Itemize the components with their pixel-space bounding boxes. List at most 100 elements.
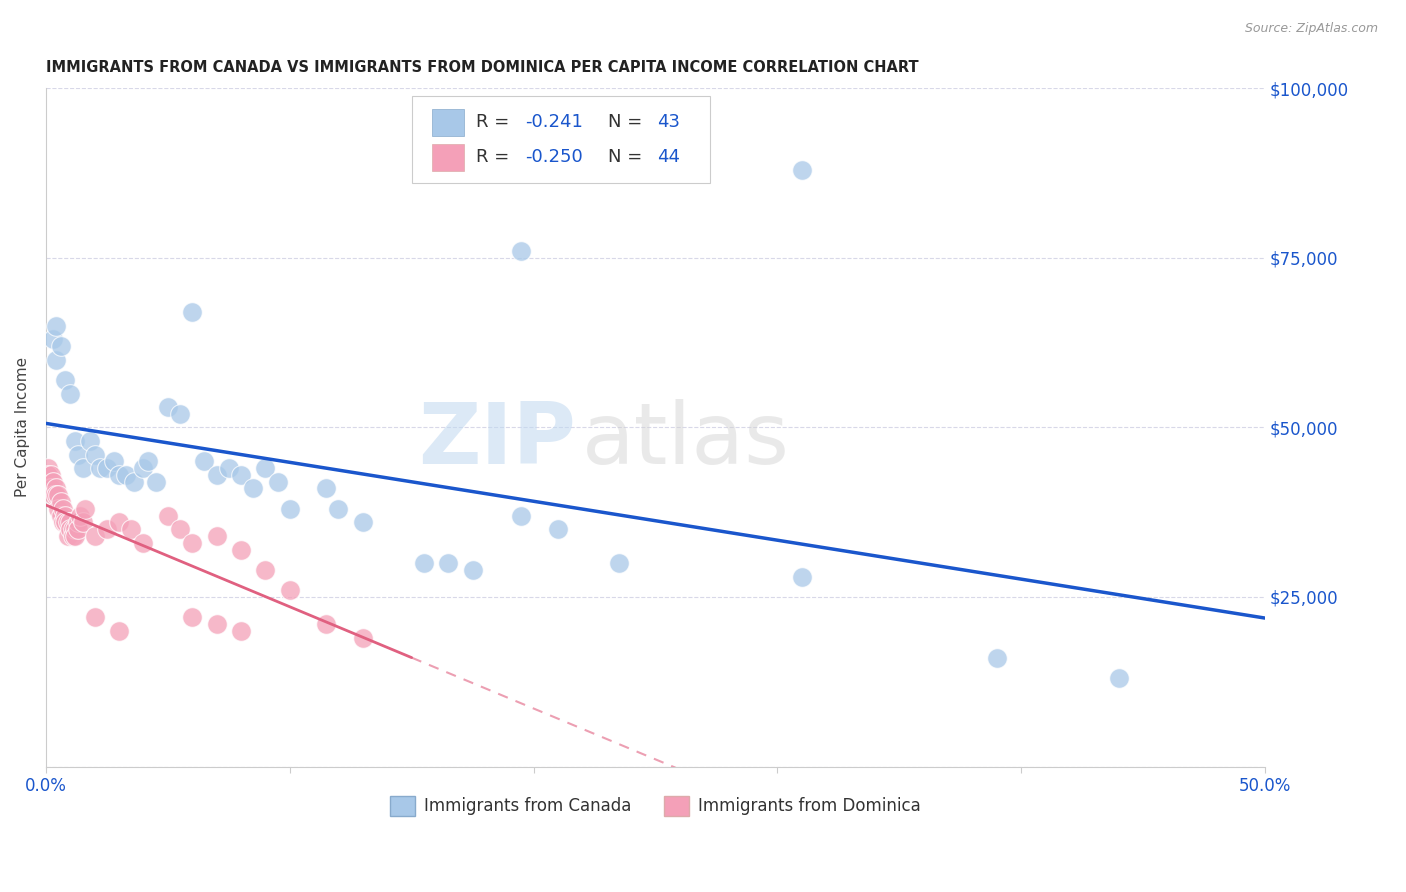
Point [156,400,179,414]
Point [145,475,167,489]
Point [55,373,77,387]
Point [49,339,72,353]
Point [205,467,228,482]
Point [52,501,75,516]
Point [181,535,204,549]
Text: 44: 44 [657,148,679,167]
Point [66,448,89,462]
Bar [433,144,464,171]
FancyBboxPatch shape [412,96,710,183]
Point [108,624,131,638]
Point [49,508,72,523]
Text: Source: ZipAtlas.com: Source: ZipAtlas.com [1244,22,1378,36]
Text: atlas: atlas [582,400,790,483]
Text: R =: R = [477,148,515,167]
Point [39,467,62,482]
Point [72,516,94,530]
Point [42,488,65,502]
Point [132,535,155,549]
Point [352,631,374,645]
Point [352,516,374,530]
Point [45,318,67,333]
Point [59,386,82,401]
Text: R =: R = [477,113,515,131]
Text: 43: 43 [657,113,679,131]
Point [96,522,118,536]
Point [46,501,69,516]
Point [45,488,67,502]
Point [266,475,288,489]
Point [72,461,94,475]
Point [138,454,160,468]
Point [56,516,79,530]
Point [73,501,96,516]
Point [83,529,105,543]
Point [55,516,77,530]
Point [242,482,264,496]
Point [52,516,75,530]
Point [120,522,142,536]
Point [65,522,87,536]
Point [115,467,138,482]
Point [181,305,204,319]
Point [986,651,1008,665]
Point [69,508,91,523]
Point [607,556,630,570]
Text: ZIP: ZIP [419,400,576,483]
Point [83,610,105,624]
Point [108,516,131,530]
Point [218,461,240,475]
Bar [433,109,464,136]
Point [122,475,145,489]
Point [59,522,82,536]
Point [62,529,84,543]
Point [65,434,87,448]
Point [412,556,434,570]
Point [229,542,252,557]
Point [79,434,101,448]
Point [37,482,59,496]
Point [169,522,191,536]
Point [315,617,337,632]
Point [37,461,59,475]
Point [205,617,228,632]
Point [96,461,118,475]
Point [66,522,89,536]
Point [181,610,204,624]
Point [790,162,813,177]
Point [49,495,72,509]
Y-axis label: Per Capita Income: Per Capita Income [15,358,30,498]
Legend: Immigrants from Canada, Immigrants from Dominica: Immigrants from Canada, Immigrants from … [384,789,927,822]
Point [193,454,215,468]
Point [42,332,65,346]
Point [461,563,484,577]
Text: -0.250: -0.250 [524,148,582,167]
Text: IMMIGRANTS FROM CANADA VS IMMIGRANTS FROM DOMINICA PER CAPITA INCOME CORRELATION: IMMIGRANTS FROM CANADA VS IMMIGRANTS FRO… [46,60,918,75]
Point [55,508,77,523]
Point [62,522,84,536]
Point [254,563,277,577]
Point [46,488,69,502]
Point [278,583,301,598]
Point [42,475,65,489]
Point [437,556,460,570]
Point [790,569,813,583]
Point [254,461,277,475]
Point [1108,672,1130,686]
Point [45,352,67,367]
Point [65,529,87,543]
Point [56,529,79,543]
Point [37,467,59,482]
Point [278,501,301,516]
Text: -0.241: -0.241 [524,113,583,131]
Point [89,461,111,475]
Point [108,467,131,482]
Point [169,407,191,421]
Text: N =: N = [607,148,648,167]
Point [66,516,89,530]
Point [103,454,125,468]
Point [229,624,252,638]
Point [45,482,67,496]
Point [39,482,62,496]
Point [510,244,533,258]
